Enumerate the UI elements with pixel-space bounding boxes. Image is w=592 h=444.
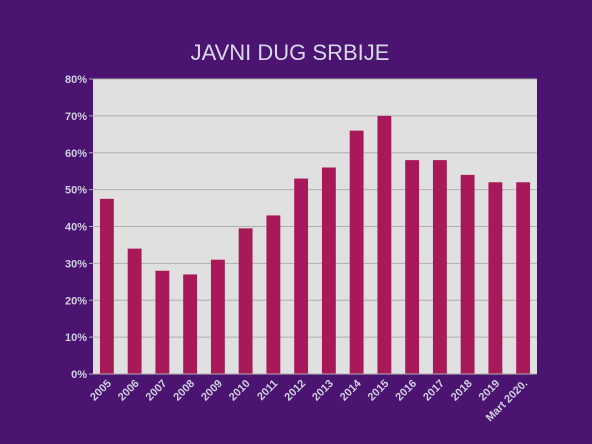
bar-2015: [377, 115, 392, 374]
bar-2008: [183, 274, 198, 374]
bar-2014: [349, 130, 364, 374]
x-tick-label: 2014: [338, 377, 364, 403]
y-tick-label: 30%: [65, 258, 87, 270]
bars: [99, 115, 531, 374]
y-tick-label: 0%: [71, 369, 87, 381]
x-tick-label: 2007: [144, 378, 170, 404]
x-tick-label: 2008: [171, 378, 197, 404]
y-axis: 0% 10% 20% 30% 40% 50% 60% 70% 80%: [65, 74, 93, 381]
x-tick-label: 2010: [227, 378, 253, 404]
x-tick-label: 2015: [366, 378, 392, 404]
y-tick-label: 20%: [65, 295, 87, 307]
bar-2011: [266, 215, 281, 374]
y-tick-label: 70%: [65, 111, 87, 123]
bar-2013: [321, 167, 336, 374]
x-tick-label: 2012: [282, 378, 308, 404]
bar-mart-2020: [516, 182, 531, 374]
bar-2010: [238, 228, 253, 374]
y-tick-label: 40%: [65, 222, 87, 234]
y-tick-label: 60%: [65, 148, 87, 160]
bar-2009: [210, 259, 225, 374]
x-tick-label: 2013: [310, 378, 336, 404]
bar-2017: [432, 160, 447, 374]
bar-2016: [405, 160, 420, 374]
y-tick-label: 50%: [65, 185, 87, 197]
x-tick-label: 2017: [421, 378, 447, 404]
y-tick-label: 80%: [65, 74, 87, 86]
bar-2019: [488, 182, 503, 374]
bar-2012: [294, 178, 309, 374]
x-tick-label: 2009: [199, 378, 225, 404]
bar-2018: [460, 174, 475, 374]
y-tick-label: 10%: [65, 332, 87, 344]
chart-title: JAVNI DUG SRBIJE: [191, 40, 390, 65]
x-tick-label: 2006: [116, 378, 142, 404]
x-axis: 2005 2006 2007 2008 2009 2010 2011 2012 2013 2014…: [88, 373, 537, 424]
bar-2005: [99, 198, 114, 374]
x-tick-label: 2011: [255, 378, 280, 403]
bar-2007: [155, 270, 170, 374]
x-tick-label: 2016: [393, 378, 419, 404]
bar-2006: [127, 248, 142, 374]
x-tick-label: 2018: [449, 378, 475, 404]
x-tick-label: 2005: [88, 378, 114, 404]
